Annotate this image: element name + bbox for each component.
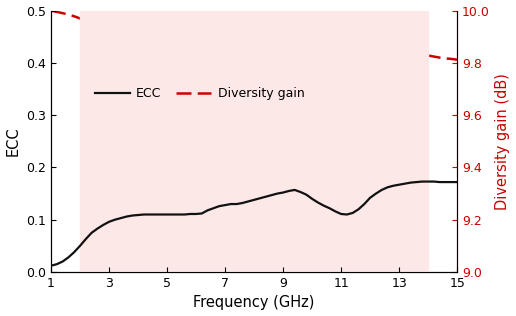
ECC [437,180,443,184]
Y-axis label: ECC: ECC [6,126,21,156]
ECC [48,264,54,268]
Bar [80,10,428,272]
ECC [454,180,460,184]
Diversity gain [199,43,205,47]
Diversity gain [431,55,437,58]
Legend: ECC, Diversity gain: ECC, Diversity gain [90,82,309,105]
Diversity gain [454,58,460,62]
Diversity gain [59,11,66,15]
Diversity gain [245,45,251,49]
Diversity gain [164,42,170,46]
Line: ECC: ECC [51,182,457,266]
ECC [245,199,251,203]
ECC [356,207,362,211]
ECC [292,188,298,192]
Diversity gain [292,49,298,53]
Line: Diversity gain: Diversity gain [51,10,457,60]
X-axis label: Frequency (GHz): Frequency (GHz) [194,295,315,310]
ECC [59,260,66,264]
Diversity gain [48,9,54,12]
ECC [164,213,170,216]
ECC [419,180,425,184]
Y-axis label: Diversity gain (dB): Diversity gain (dB) [495,73,510,210]
